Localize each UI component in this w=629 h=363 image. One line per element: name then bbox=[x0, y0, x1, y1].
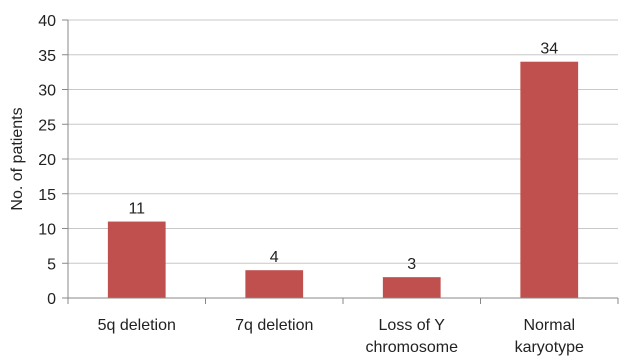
y-tick-label: 35 bbox=[38, 48, 56, 65]
bar bbox=[107, 221, 166, 298]
y-tick-label: 20 bbox=[38, 152, 56, 169]
y-tick-label: 25 bbox=[38, 117, 56, 134]
y-tick-label: 40 bbox=[38, 13, 56, 30]
data-label: 4 bbox=[270, 249, 279, 266]
x-category-label: 5q deletion bbox=[98, 317, 176, 334]
x-category-label: Normal karyotype bbox=[515, 317, 584, 356]
y-tick-label: 30 bbox=[38, 83, 56, 100]
data-label: 11 bbox=[128, 201, 145, 218]
bar bbox=[382, 277, 441, 298]
y-tick-label: 10 bbox=[38, 222, 56, 239]
y-axis-ticks: 0 5 10 15 20 25 30 35 40 bbox=[38, 13, 68, 308]
bar bbox=[520, 61, 579, 299]
data-label: 34 bbox=[540, 41, 558, 58]
x-category-label: 7q deletion bbox=[235, 317, 313, 334]
data-labels: 11 4 3 34 bbox=[128, 41, 558, 273]
bars bbox=[107, 61, 579, 299]
y-tick-label: 15 bbox=[38, 187, 56, 204]
y-tick-label: 0 bbox=[47, 291, 56, 308]
bar bbox=[245, 270, 304, 298]
y-axis-label: No. of patients bbox=[9, 107, 26, 210]
y-tick-label: 5 bbox=[47, 256, 56, 273]
data-label: 3 bbox=[407, 256, 416, 273]
